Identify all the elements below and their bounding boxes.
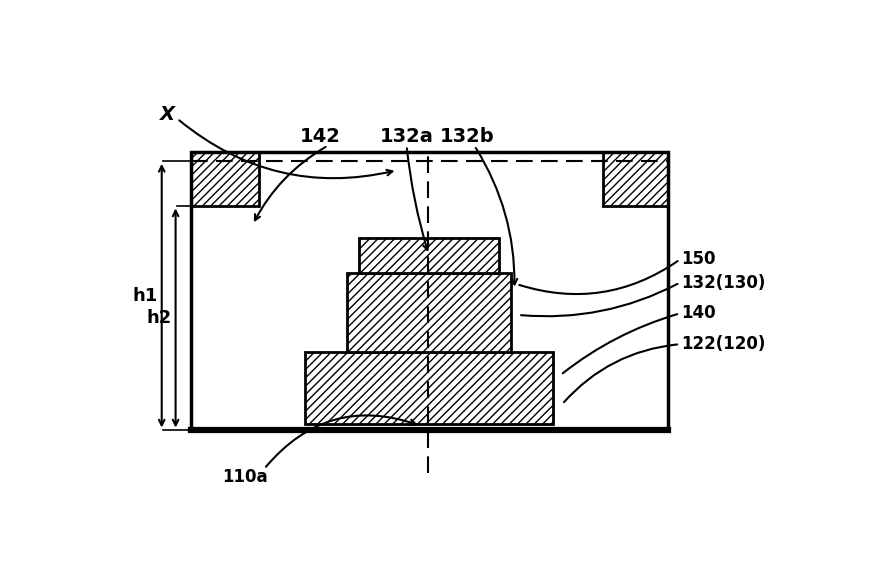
Bar [358,238,499,272]
Text: 150: 150 [681,251,716,268]
Bar [603,152,669,206]
Text: 122(120): 122(120) [681,335,766,353]
Text: 132b: 132b [439,127,494,146]
Bar [552,206,669,424]
Bar [191,152,669,431]
Bar [347,272,510,352]
Bar [191,152,669,431]
Bar [258,152,603,206]
Bar [191,206,305,424]
Text: 110a: 110a [222,468,267,485]
Text: h1: h1 [132,287,158,305]
Text: 132a: 132a [380,127,434,146]
Text: 142: 142 [299,127,341,146]
Text: h2: h2 [147,309,172,327]
Text: 140: 140 [681,304,716,323]
Bar [191,152,258,206]
Text: X: X [160,105,175,124]
Bar [305,352,552,424]
Text: 132(130): 132(130) [681,274,766,292]
